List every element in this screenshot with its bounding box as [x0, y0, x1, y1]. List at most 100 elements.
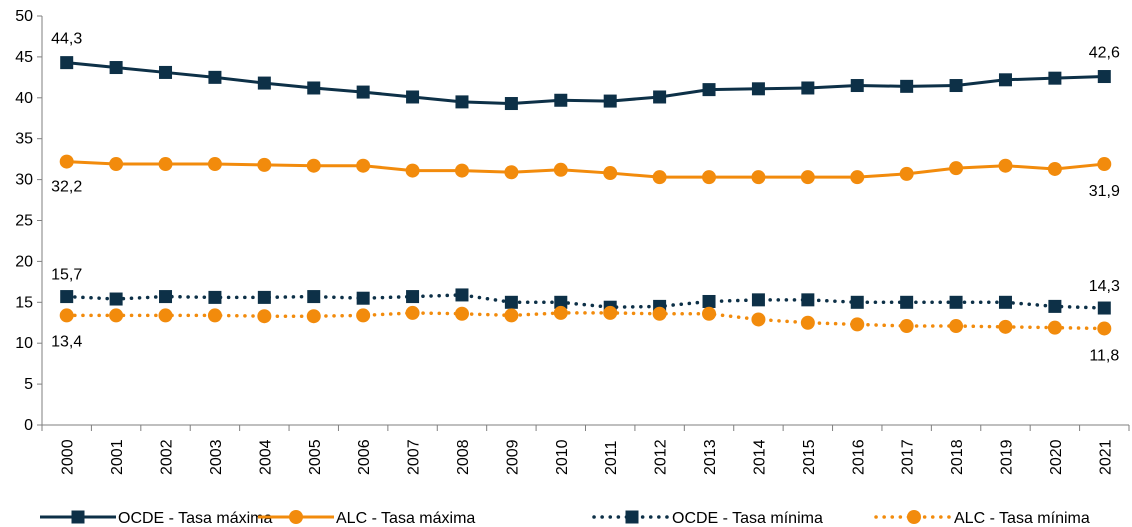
data-point: [356, 85, 370, 99]
data-point: [455, 288, 469, 302]
series-layer: [59, 56, 1112, 336]
x-tick-label: 2010: [554, 439, 571, 475]
data-point: [751, 312, 766, 327]
x-tick-label: 2015: [801, 439, 818, 475]
x-tick-label: 2012: [653, 439, 670, 475]
data-point: [1097, 157, 1112, 172]
data-point: [702, 294, 716, 308]
data-point: [257, 76, 271, 90]
data-point: [405, 163, 420, 178]
x-tick-label: 2011: [603, 440, 620, 475]
data-point: [406, 90, 420, 104]
data-point: [702, 170, 717, 185]
data-point: [109, 292, 123, 306]
data-point: [652, 306, 667, 321]
data-point: [504, 165, 519, 180]
series-line: [64, 293, 1107, 310]
data-label: 31,9: [1089, 183, 1120, 200]
x-tick-label: 2020: [1048, 439, 1065, 475]
data-point: [306, 309, 321, 324]
data-point: [949, 295, 963, 309]
data-point: [1048, 71, 1062, 85]
y-tick-label: 0: [24, 417, 33, 434]
legend-item-3: ALC - Tasa mínima: [874, 510, 1090, 527]
x-tick-label: 2003: [208, 439, 225, 475]
data-point: [307, 81, 321, 95]
data-point: [504, 308, 519, 323]
y-tick-label: 40: [15, 90, 33, 107]
data-point: [998, 158, 1013, 173]
data-point: [257, 309, 272, 324]
data-point: [949, 161, 964, 176]
y-tick-label: 15: [15, 294, 33, 311]
x-tick-label: 2004: [257, 439, 274, 475]
data-point: [1097, 301, 1111, 315]
legend-marker: [289, 510, 303, 524]
data-point: [800, 315, 815, 330]
legend-label: OCDE - Tasa máxima: [118, 510, 273, 527]
data-point: [652, 170, 667, 185]
data-point: [356, 158, 371, 173]
axes: 0 5 10 15 20 25 30 35 40 45 50 2000 2001 2002 2003 2004…: [15, 8, 1130, 475]
data-point: [900, 295, 914, 309]
data-label: 15,7: [51, 267, 82, 284]
data-point: [801, 81, 815, 95]
data-point: [553, 162, 568, 177]
x-tick-label: 2021: [1097, 439, 1114, 475]
legend-item-2: OCDE - Tasa mínima: [592, 510, 823, 527]
data-point: [751, 170, 766, 185]
legend-marker: [625, 510, 639, 524]
x-tick-label: 2008: [455, 439, 472, 475]
data-point: [603, 94, 617, 108]
data-point: [998, 319, 1013, 334]
data-point: [454, 163, 469, 178]
legend-item-0: OCDE - Tasa máxima: [40, 510, 273, 527]
y-tick-label: 45: [15, 49, 33, 66]
y-tick-label: 35: [15, 131, 33, 148]
series-1: [59, 154, 1112, 185]
data-point: [801, 293, 815, 307]
data-point: [899, 319, 914, 334]
series-0: [60, 56, 1111, 111]
data-point: [1047, 320, 1062, 335]
legend-label: ALC - Tasa mínima: [954, 510, 1090, 527]
data-point: [850, 295, 864, 309]
data-label: 44,3: [51, 31, 82, 48]
data-point: [159, 65, 173, 79]
legend-marker: [907, 510, 921, 524]
y-tick-label: 20: [15, 253, 33, 270]
data-point: [158, 308, 173, 323]
x-tick-label: 2005: [307, 439, 324, 475]
data-point: [702, 306, 717, 321]
data-point: [900, 79, 914, 93]
data-point: [405, 305, 420, 320]
x-tick-label: 2013: [702, 439, 719, 475]
data-point: [60, 290, 74, 304]
data-point: [109, 157, 124, 172]
legend: OCDE - Tasa máxima ALC - Tasa máxima OCDE …: [40, 510, 1090, 527]
data-point: [554, 295, 568, 309]
data-point: [257, 290, 271, 304]
data-point: [257, 157, 272, 172]
y-tick-label: 30: [15, 172, 33, 189]
data-point: [850, 317, 865, 332]
data-point: [553, 305, 568, 320]
data-point: [406, 290, 420, 304]
series-line: [64, 311, 1107, 331]
data-point: [454, 306, 469, 321]
y-tick-label: 5: [24, 376, 33, 393]
data-label: 32,2: [51, 179, 82, 196]
x-tick-label: 2007: [406, 439, 423, 475]
x-tick-label: 2014: [751, 439, 768, 475]
x-tick-label: 2000: [60, 439, 77, 475]
data-point: [1097, 321, 1112, 336]
data-point: [109, 308, 124, 323]
x-tick-label: 2001: [109, 439, 126, 475]
data-point: [800, 170, 815, 185]
data-point: [504, 97, 518, 111]
data-point: [850, 170, 865, 185]
legend-item-1: ALC - Tasa máxima: [258, 510, 475, 527]
data-point: [356, 308, 371, 323]
series-2: [60, 288, 1111, 315]
data-point: [1047, 161, 1062, 176]
